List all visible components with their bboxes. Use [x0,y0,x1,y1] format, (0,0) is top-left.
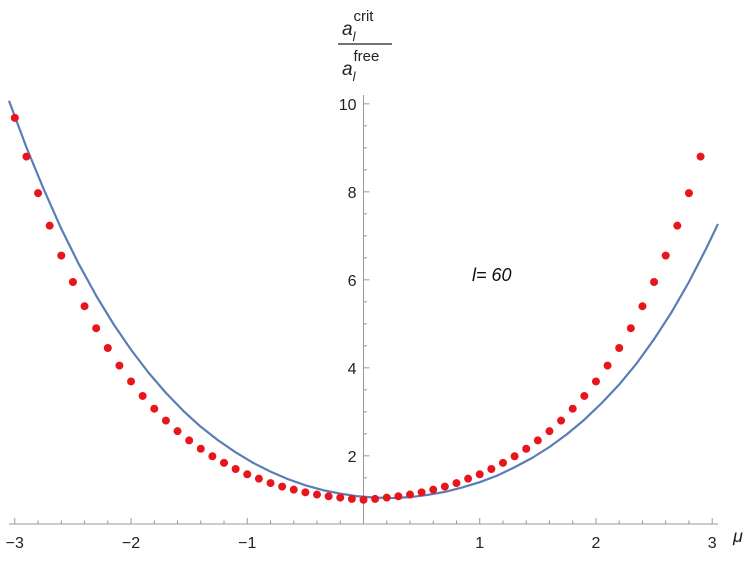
y-axis-title: alcrit alfree [338,8,392,84]
data-point [638,302,647,311]
data-point [394,492,403,501]
axis-labels: alcrit alfree μ l= 60 [338,8,743,546]
data-point [34,189,43,198]
data-point [289,485,298,494]
data-point [603,361,612,370]
x-tick-label: 1 [475,535,484,552]
data-point [347,494,356,503]
data-point [533,436,542,445]
annotation-l: l= 60 [472,265,512,285]
data-point [405,490,414,499]
data-point [440,482,449,491]
data-point [185,436,194,445]
data-point [127,377,136,386]
x-tick-label: −1 [238,535,256,552]
data-point [650,278,659,286]
fit-curve [7,100,719,500]
y-title-den-sub: l [353,69,357,84]
data-point [231,465,240,473]
data-point [591,377,600,386]
data-point [10,113,19,122]
x-tick-label: 3 [708,535,717,552]
data-point [452,479,461,488]
data-point [626,324,635,333]
data-point [254,474,263,483]
y-title-num-base: a [342,19,353,40]
data-point [371,494,380,503]
y-tick-label: 2 [348,449,357,466]
data-point [498,458,507,467]
data-point [568,404,577,413]
data-point [161,416,170,425]
data-point [208,452,217,461]
axes: −3 −2 −1 1 2 3 2 4 6 8 10 [6,95,718,552]
data-point [696,152,705,161]
svg-text:alfree: al free [342,48,379,84]
data-point [22,152,31,161]
data-point [475,470,484,479]
data-point [545,427,554,436]
data-point [522,444,531,453]
data-point [324,492,333,501]
data-point [382,493,391,502]
data-point [673,221,682,230]
data-point [57,251,66,260]
y-title-num-sub: l [353,29,357,44]
data-point [278,482,287,491]
y-title-den-base: a [342,59,353,80]
data-points-layer [10,113,705,504]
data-point [150,404,159,413]
y-tick-label: 8 [348,185,357,202]
svg-text:alcrit: al crit [342,8,374,44]
data-point [173,427,182,436]
x-tick-label: −3 [6,535,24,552]
y-tick-label: 4 [348,361,357,378]
data-point [301,488,310,497]
data-point [196,444,205,453]
data-point [313,490,322,499]
data-point [103,344,112,352]
data-point [359,495,368,504]
data-point [661,251,670,260]
data-point [45,221,54,230]
data-point [336,493,345,502]
y-tick-label: 10 [339,97,357,114]
data-point [68,278,77,286]
data-point [115,361,124,370]
fit-curve-layer [7,100,719,500]
data-point [487,465,496,473]
data-point [92,324,101,333]
data-point [220,458,229,467]
data-point [557,416,566,425]
data-point [80,302,89,311]
data-point [138,391,147,400]
y-title-den-sup: free [353,48,379,65]
data-point [615,344,624,352]
data-point [266,479,275,488]
x-tick-label: −2 [122,535,140,552]
x-axis-title: μ [732,526,743,546]
data-point [429,485,438,494]
y-tick-label: 6 [348,273,357,290]
y-title-num-sup: crit [353,8,374,25]
data-point [464,474,473,483]
data-point [417,488,426,497]
data-point [580,391,589,400]
data-point [243,470,252,479]
data-point [510,452,519,461]
x-tick-label: 2 [592,535,601,552]
data-point [684,189,693,198]
